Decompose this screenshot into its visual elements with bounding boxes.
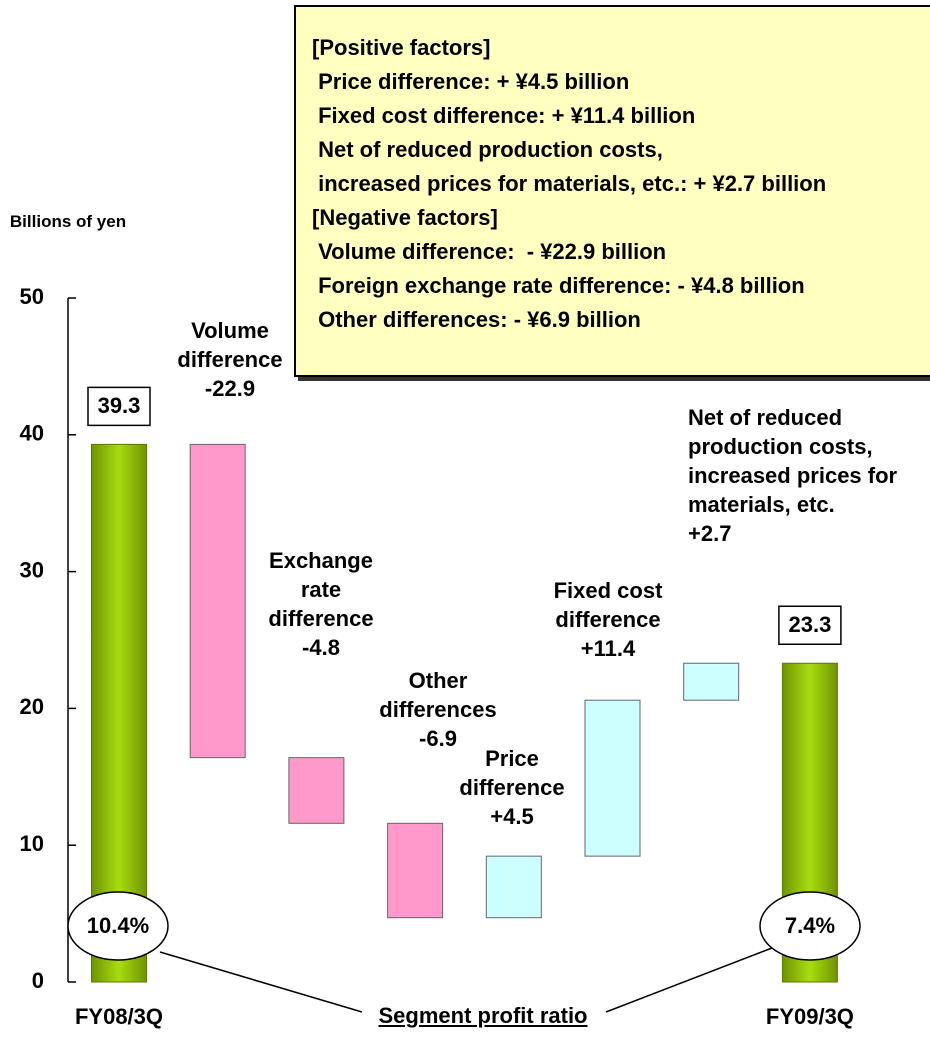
profit-ratio-title: Segment profit ratio	[378, 1003, 588, 1028]
category-label: Price difference	[459, 746, 565, 800]
note-line: Other differences: - ¥6.9 billion	[312, 307, 641, 332]
value-label: -4.8	[302, 635, 340, 660]
note-line: Fixed cost difference: + ¥11.4 billion	[312, 103, 696, 128]
bar	[683, 662, 740, 701]
category-label: Volume difference	[177, 318, 283, 372]
value-label: -6.9	[419, 726, 457, 751]
y-tick-label: 20	[20, 694, 44, 719]
category-label: Other differences	[379, 668, 497, 722]
y-tick-label: 0	[32, 968, 44, 993]
bar	[485, 855, 542, 919]
value-label: -22.9	[204, 376, 256, 401]
callout-line	[605, 947, 773, 1013]
value-label: 39.3	[98, 393, 141, 418]
bar-label: Volume difference -22.9	[170, 316, 290, 403]
value-label: +11.4	[580, 636, 636, 661]
ratio-ellipse	[759, 891, 861, 961]
x-tick-label: FY09/3Q	[766, 1004, 854, 1029]
value-label: +2.7	[688, 521, 732, 546]
y-tick-label: 50	[20, 284, 44, 309]
value-box	[87, 386, 151, 427]
note-line: increased prices for materials, etc.: + …	[312, 171, 827, 196]
callout-line	[159, 951, 363, 1013]
value-label: +4.5	[490, 804, 534, 829]
bar-label: Fixed cost difference +11.4	[543, 576, 673, 663]
bar-label: Other differences -6.9	[378, 666, 498, 753]
y-tick-label: 40	[20, 421, 44, 446]
category-label: Exchange rate difference	[268, 548, 374, 631]
note-line: Price difference: + ¥4.5 billion	[312, 69, 630, 94]
ratio-ellipse	[67, 891, 169, 961]
y-tick-label: 10	[20, 831, 44, 856]
category-label: Fixed cost difference	[553, 578, 663, 632]
bar-label: Exchange rate difference -4.8	[262, 546, 380, 662]
note-line: Volume difference: - ¥22.9 billion	[312, 239, 667, 264]
bar-label: Price difference +4.5	[452, 744, 572, 831]
category-label: Net of reduced production costs, increas…	[688, 405, 898, 517]
bar	[584, 699, 641, 857]
note-line: Foreign exchange rate difference: - ¥4.8…	[312, 273, 805, 298]
y-tick-label: 30	[20, 557, 44, 582]
note-line: Net of reduced production costs,	[312, 137, 663, 162]
bar	[387, 822, 444, 919]
note-line: [Positive factors]	[312, 35, 491, 60]
note-line: [Negative factors]	[312, 205, 498, 230]
bar-label: Net of reduced production costs, increas…	[688, 403, 918, 548]
value-box	[778, 605, 842, 646]
bar	[189, 443, 246, 759]
x-tick-label: FY08/3Q	[75, 1004, 163, 1029]
bar	[288, 757, 345, 824]
value-label: 23.3	[788, 612, 831, 637]
ratio-label: 7.4%	[785, 913, 835, 938]
note-box: [Positive factors] Price difference: + ¥…	[294, 5, 930, 377]
y-axis-title: Billions of yen	[9, 212, 127, 231]
ratio-label: 10.4%	[87, 913, 149, 938]
